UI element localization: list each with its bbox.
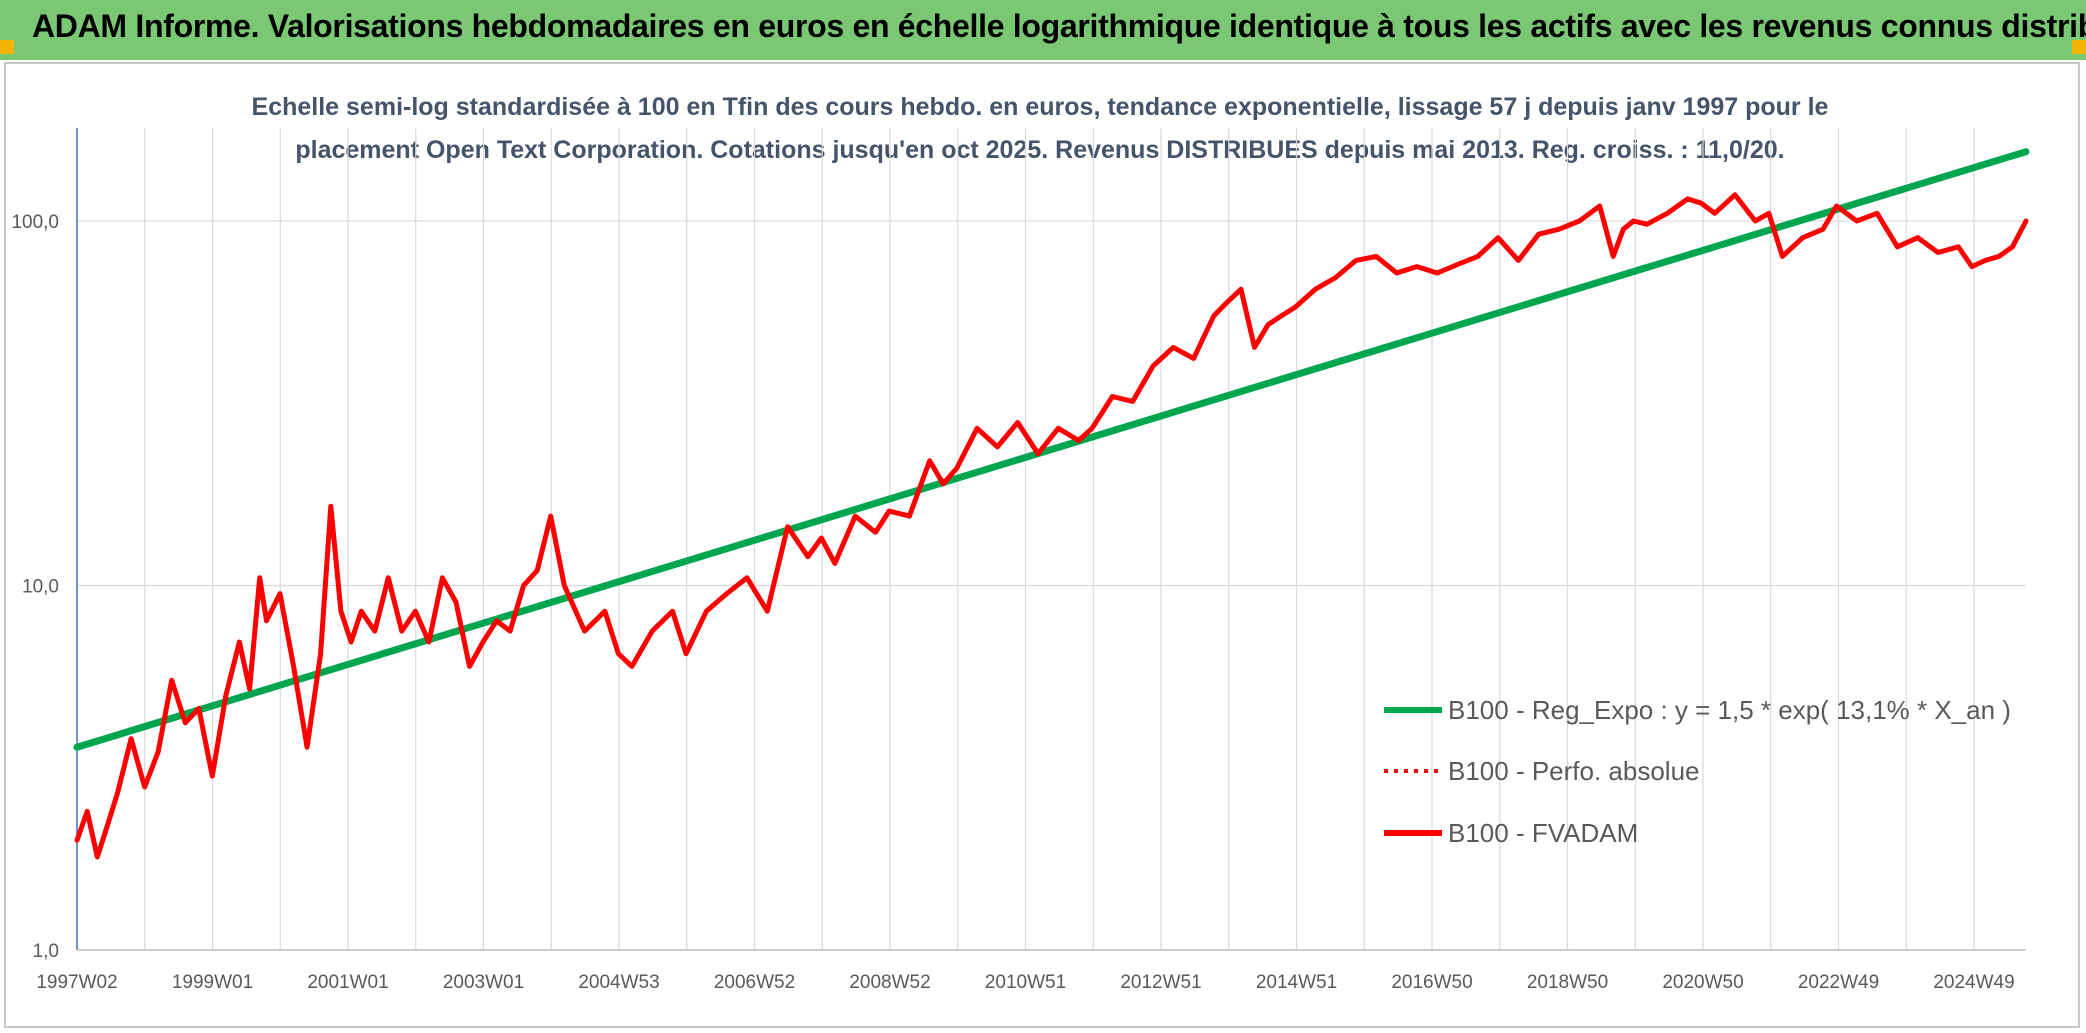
chart-subtitle-line-2: placement Open Text Corporation. Cotatio… (295, 136, 1785, 164)
x-tick-label: 2001W01 (307, 972, 388, 993)
legend-item-fvadam-label: B100 - FVADAM (1448, 818, 1638, 848)
legend-item-perfo-label: B100 - Perfo. absolue (1448, 756, 1700, 786)
report-header: ADAM Informe. Valorisations hebdomadaire… (0, 0, 2086, 60)
axes (76, 128, 2026, 951)
y-axis-ticks: 1,0 10,0 100,0 (11, 212, 59, 962)
x-tick-label: 2018W50 (1527, 972, 1608, 993)
x-tick-label: 2010W51 (985, 972, 1066, 993)
y-tick-label: 100,0 (11, 212, 59, 233)
y-tick-label: 10,0 (22, 577, 59, 598)
x-tick-label: 1999W01 (172, 972, 253, 993)
series-fvadam-line (74, 192, 2029, 860)
x-tick-label: 2016W50 (1391, 972, 1472, 993)
chart-subtitle-line-1: Echelle semi-log standardisée à 100 en T… (251, 93, 1829, 121)
x-axis-ticks: 1997W02 1999W01 2001W01 2003W01 2004W53 2006W… (36, 972, 2014, 993)
series-regression-line (73, 148, 2030, 751)
x-tick-label: 2022W49 (1798, 972, 1879, 993)
report-title: ADAM Informe. Valorisations hebdomadaire… (32, 8, 2086, 44)
y-tick-label: 1,0 (33, 941, 59, 962)
gridlines (76, 128, 2026, 951)
x-tick-label: 2020W50 (1662, 972, 1743, 993)
corner-marker-left (0, 40, 14, 54)
x-tick-label: 2024W49 (1933, 972, 2014, 993)
chart-frame (4, 62, 2080, 1028)
x-tick-label: 2014W51 (1256, 972, 1337, 993)
corner-marker-right (2072, 40, 2086, 54)
legend-item-regression-label: B100 - Reg_Expo : y = 1,5 * exp( 13,1% *… (1448, 695, 2011, 725)
x-tick-label: 2008W52 (849, 972, 930, 993)
x-tick-label: 2012W51 (1120, 972, 1201, 993)
x-tick-label: 2003W01 (443, 972, 524, 993)
x-tick-label: 1997W02 (36, 972, 117, 993)
series-lines (73, 148, 2030, 860)
legend: B100 - Reg_Expo : y = 1,5 * exp( 13,1% *… (1384, 695, 2011, 848)
x-tick-label: 2006W52 (714, 972, 795, 993)
chart-subtitle: Echelle semi-log standardisée à 100 en T… (240, 86, 1840, 172)
x-tick-label: 2004W53 (578, 972, 659, 993)
